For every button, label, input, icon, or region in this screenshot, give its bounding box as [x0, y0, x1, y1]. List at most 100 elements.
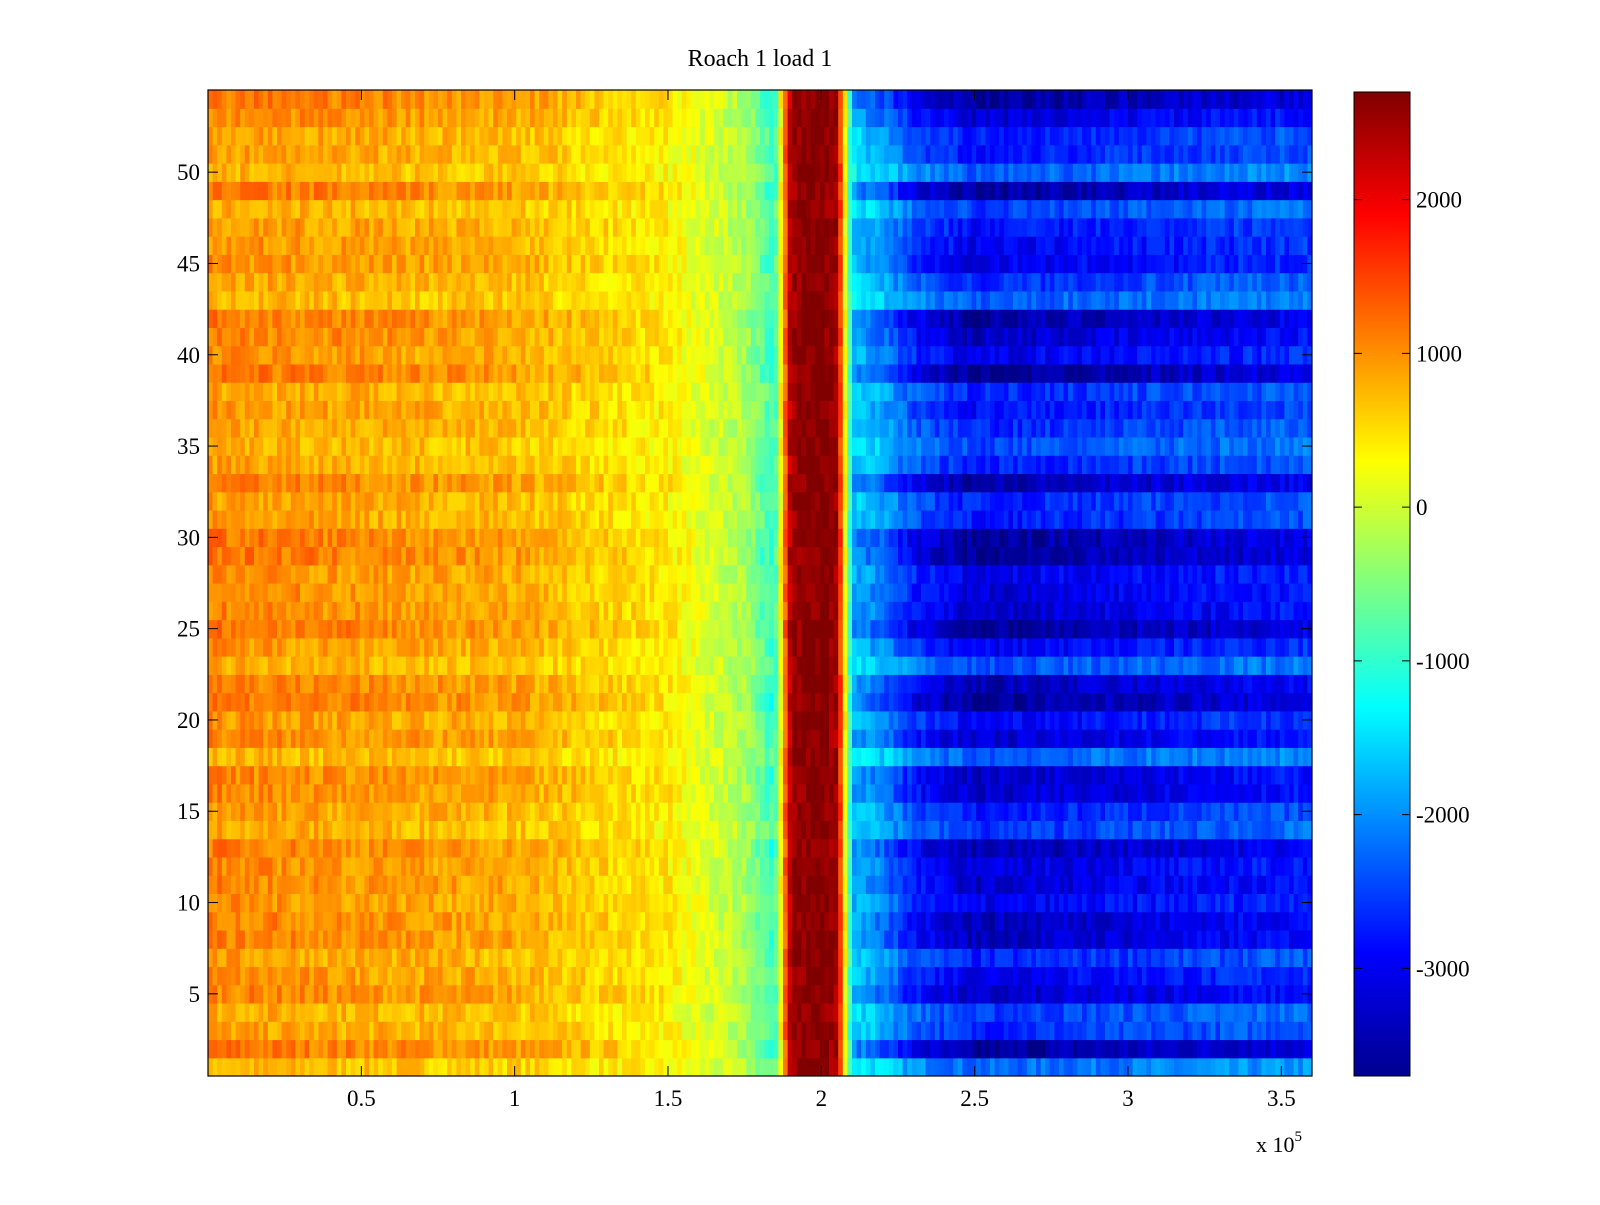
- heatmap-cell: [994, 984, 1000, 1004]
- heatmap-cell: [654, 765, 660, 785]
- heatmap-cell: [888, 710, 894, 730]
- heatmap-cell: [327, 783, 333, 803]
- chart-title: Roach 1 load 1: [688, 46, 833, 72]
- heatmap-cell: [1224, 802, 1230, 821]
- heatmap-cell: [645, 911, 651, 931]
- heatmap-cell: [382, 765, 388, 785]
- heatmap-cell: [1022, 948, 1028, 968]
- heatmap-cell: [543, 729, 549, 748]
- heatmap-cell: [341, 747, 347, 767]
- heatmap-cell: [474, 929, 480, 949]
- heatmap-cell: [1243, 1057, 1249, 1076]
- heatmap-cell: [442, 729, 448, 748]
- heatmap-cell: [1082, 929, 1088, 949]
- heatmap-cell: [861, 948, 867, 968]
- heatmap-cell: [640, 984, 646, 1004]
- heatmap-cell: [235, 1002, 241, 1022]
- heatmap-cell: [760, 984, 766, 1004]
- heatmap-cell: [810, 692, 816, 712]
- heatmap-cell: [994, 820, 1000, 840]
- heatmap-cell: [865, 747, 871, 767]
- heatmap-cell: [1151, 747, 1157, 767]
- heatmap-cell: [507, 984, 513, 1004]
- heatmap-cell: [1178, 1021, 1184, 1041]
- heatmap-cell: [350, 783, 356, 803]
- heatmap-cell: [1270, 802, 1276, 821]
- heatmap-cell: [1068, 710, 1074, 730]
- heatmap-cell: [382, 1057, 388, 1076]
- heatmap-cell: [484, 802, 490, 821]
- heatmap-cell: [1036, 710, 1042, 730]
- heatmap-cell: [1017, 710, 1023, 730]
- heatmap-cell: [617, 692, 623, 712]
- heatmap-cell: [824, 966, 830, 986]
- heatmap-cell: [971, 820, 977, 840]
- heatmap-cell: [1045, 838, 1051, 858]
- heatmap-cell: [1105, 765, 1111, 785]
- heatmap-cell: [746, 692, 752, 712]
- heatmap-cell: [392, 838, 398, 858]
- heatmap-cell: [263, 1057, 269, 1076]
- heatmap-cell: [847, 783, 853, 803]
- heatmap-cell: [355, 765, 361, 785]
- heatmap-cell: [332, 838, 338, 858]
- heatmap-cell: [1109, 948, 1115, 968]
- heatmap-cell: [875, 747, 881, 767]
- heatmap-cell: [1183, 729, 1189, 748]
- heatmap-cell: [309, 747, 315, 767]
- heatmap-cell: [231, 1039, 237, 1059]
- heatmap-cell: [1302, 1002, 1308, 1022]
- heatmap-cell: [999, 911, 1005, 931]
- heatmap-cell: [907, 729, 913, 748]
- heatmap-cell: [1068, 984, 1074, 1004]
- heatmap-cell: [741, 747, 747, 767]
- heatmap-cell: [1215, 893, 1221, 913]
- heatmap-cell: [953, 1021, 959, 1041]
- heatmap-cell: [796, 838, 802, 858]
- heatmap-cell: [470, 875, 476, 895]
- heatmap-cell: [755, 966, 761, 986]
- heatmap-cell: [1183, 820, 1189, 840]
- heatmap-cell: [235, 783, 241, 803]
- heatmap-cell: [930, 820, 936, 840]
- heatmap-cell: [1192, 893, 1198, 913]
- heatmap-cell: [507, 802, 513, 821]
- heatmap-cell: [1082, 966, 1088, 986]
- heatmap-cell: [1003, 692, 1009, 712]
- heatmap-cell: [295, 948, 301, 968]
- heatmap-cell: [226, 802, 232, 821]
- heatmap-cell: [1247, 984, 1253, 1004]
- heatmap-cell: [272, 729, 278, 748]
- heatmap-cell: [1026, 710, 1032, 730]
- heatmap-cell: [732, 893, 738, 913]
- heatmap-cell: [387, 802, 393, 821]
- heatmap-cell: [1201, 966, 1207, 986]
- heatmap-cell: [350, 1021, 356, 1041]
- heatmap-cell: [1072, 710, 1078, 730]
- heatmap-cell: [723, 838, 729, 858]
- heatmap-cell: [254, 1021, 260, 1041]
- heatmap-cell: [516, 875, 522, 895]
- heatmap-cell: [727, 966, 733, 986]
- heatmap-cell: [1040, 838, 1046, 858]
- heatmap-cell: [893, 820, 899, 840]
- heatmap-cell: [695, 929, 701, 949]
- heatmap-cell: [787, 856, 793, 876]
- heatmap-cell: [980, 710, 986, 730]
- heatmap-cell: [323, 729, 329, 748]
- heatmap-cell: [1289, 1057, 1295, 1076]
- heatmap-cell: [815, 875, 821, 895]
- heatmap-cell: [566, 966, 572, 986]
- heatmap-cell: [267, 893, 273, 913]
- heatmap-cell: [631, 856, 637, 876]
- heatmap-cell: [212, 765, 218, 785]
- heatmap-cell: [1128, 875, 1134, 895]
- heatmap-cell: [1049, 911, 1055, 931]
- heatmap-cell: [856, 1021, 862, 1041]
- heatmap-cell: [1164, 1039, 1170, 1059]
- heatmap-cell: [1206, 747, 1212, 767]
- heatmap-cell: [957, 802, 963, 821]
- heatmap-cell: [994, 911, 1000, 931]
- heatmap-cell: [888, 1039, 894, 1059]
- heatmap-cell: [221, 929, 227, 949]
